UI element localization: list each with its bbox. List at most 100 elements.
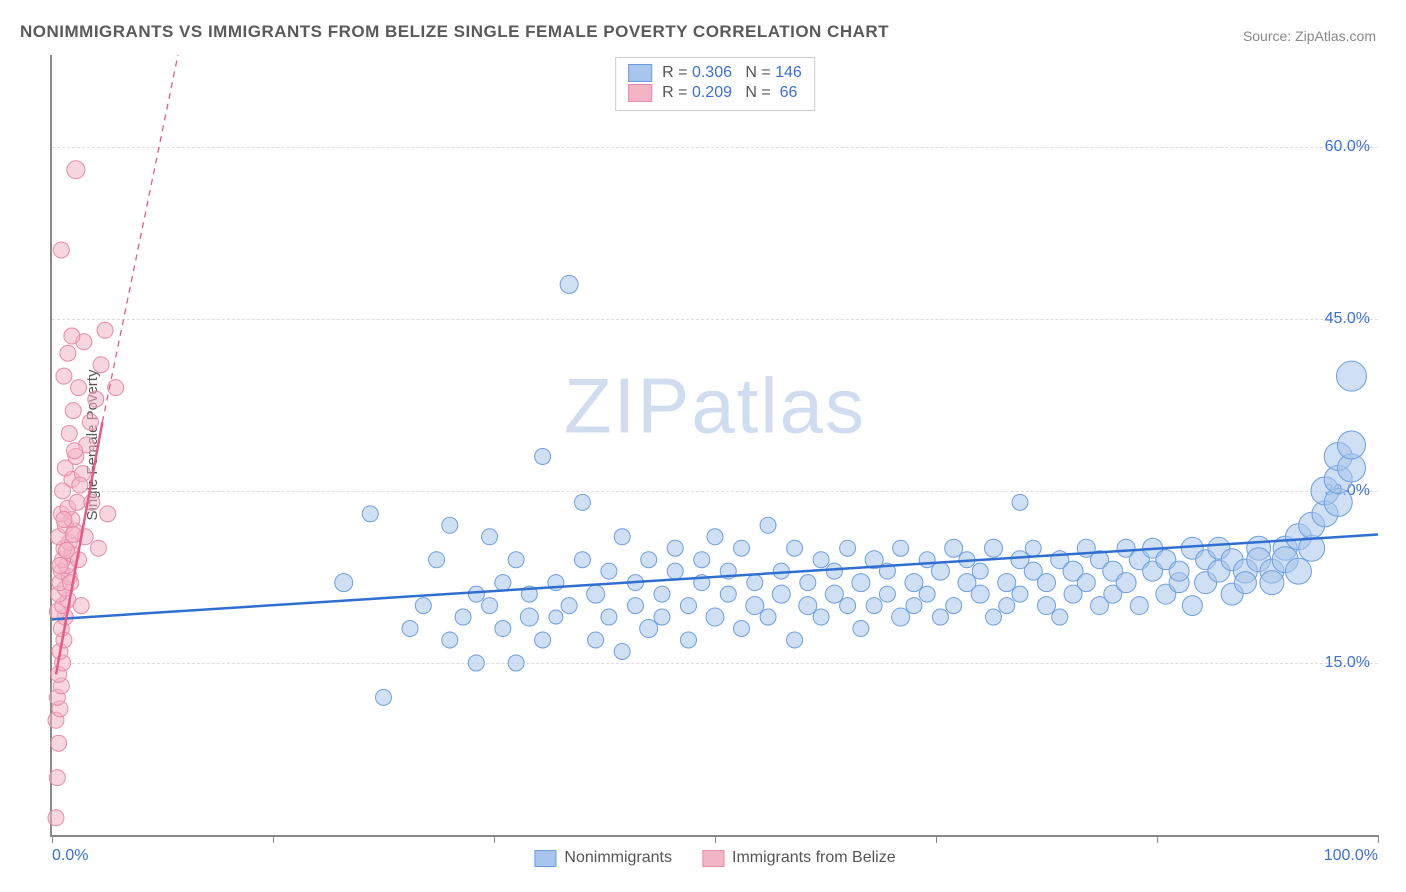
x-tick [1378,835,1379,843]
data-point [999,598,1015,614]
data-point [1012,586,1028,602]
x-tick [715,835,716,843]
data-point [826,563,842,579]
data-point [90,540,106,556]
x-tick [52,835,53,843]
data-point [799,597,817,615]
data-point [654,609,670,625]
data-point [654,586,670,602]
data-point [52,557,68,573]
data-point [813,609,829,625]
data-point [601,563,617,579]
data-point [73,598,89,614]
data-point [680,632,696,648]
data-point [442,632,458,648]
data-point [71,380,87,396]
data-point [931,562,949,580]
data-point [535,448,551,464]
data-point [1336,361,1366,391]
data-point [853,621,869,637]
data-point [468,586,484,602]
data-point [852,574,870,592]
data-point [984,539,1002,557]
data-point [614,643,630,659]
data-point [1130,597,1148,615]
plot-area: Single Female Poverty ZIPatlas 15.0%30.0… [50,55,1378,837]
data-point [72,477,88,493]
data-point [549,610,563,624]
data-point [1260,571,1284,595]
data-point [667,540,683,556]
data-point [747,575,763,591]
x-tick [273,835,274,843]
data-point [707,529,723,545]
data-point [1038,574,1056,592]
data-point [97,322,113,338]
data-point [1285,558,1311,584]
data-point [1337,431,1365,459]
data-point [601,609,617,625]
data-point [535,632,551,648]
data-point [588,632,604,648]
x-tick [1157,835,1158,843]
data-point [946,598,962,614]
data-point [772,585,790,603]
data-point [734,540,750,556]
data-point [495,575,511,591]
legend-swatch-blue [628,64,652,82]
legend-swatch-pink [702,850,724,867]
data-point [59,543,75,559]
data-point [335,574,353,592]
data-point [1012,494,1028,510]
data-point [455,609,471,625]
legend-label: Immigrants from Belize [732,849,896,867]
data-point [49,770,65,786]
data-point [985,609,1001,625]
chart-title: NONIMMIGRANTS VS IMMIGRANTS FROM BELIZE … [20,22,889,42]
legend-series: Nonimmigrants Immigrants from Belize [534,849,895,867]
legend-text: R = 0.209 N = 66 [662,84,797,102]
data-point [1116,573,1136,593]
data-point [746,597,764,615]
data-point [1234,572,1256,594]
legend-row-nonimmigrants: R = 0.306 N = 146 [628,64,802,82]
data-point [734,621,750,637]
data-point [468,655,484,671]
data-point [61,426,77,442]
data-point [1052,609,1068,625]
data-point [64,328,80,344]
x-tick [494,835,495,843]
source-label: Source: ZipAtlas.com [1243,28,1376,44]
data-point [587,585,605,603]
data-point [65,526,81,542]
data-point [627,598,643,614]
data-point [100,506,116,522]
data-point [840,540,856,556]
data-point [51,735,67,751]
legend-correlation: R = 0.306 N = 146 R = 0.209 N = 66 [615,57,815,111]
data-point [998,574,1016,592]
data-point [720,586,736,602]
data-point [866,598,882,614]
data-point [893,540,909,556]
data-point [574,494,590,510]
legend-row-immigrants: R = 0.209 N = 66 [628,84,802,102]
data-point [906,598,922,614]
data-point [53,242,69,258]
data-point [800,575,816,591]
data-point [892,608,910,626]
data-point [879,586,895,602]
data-point [60,345,76,361]
data-point [1169,561,1189,581]
data-point [508,552,524,568]
data-point [429,552,445,568]
data-point [905,574,923,592]
data-point [1182,596,1202,616]
plot-svg [52,55,1378,835]
data-point [760,517,776,533]
data-point [694,552,710,568]
data-point [93,357,109,373]
legend-label: Nonimmigrants [564,849,672,867]
data-point [67,443,83,459]
data-point [706,608,724,626]
